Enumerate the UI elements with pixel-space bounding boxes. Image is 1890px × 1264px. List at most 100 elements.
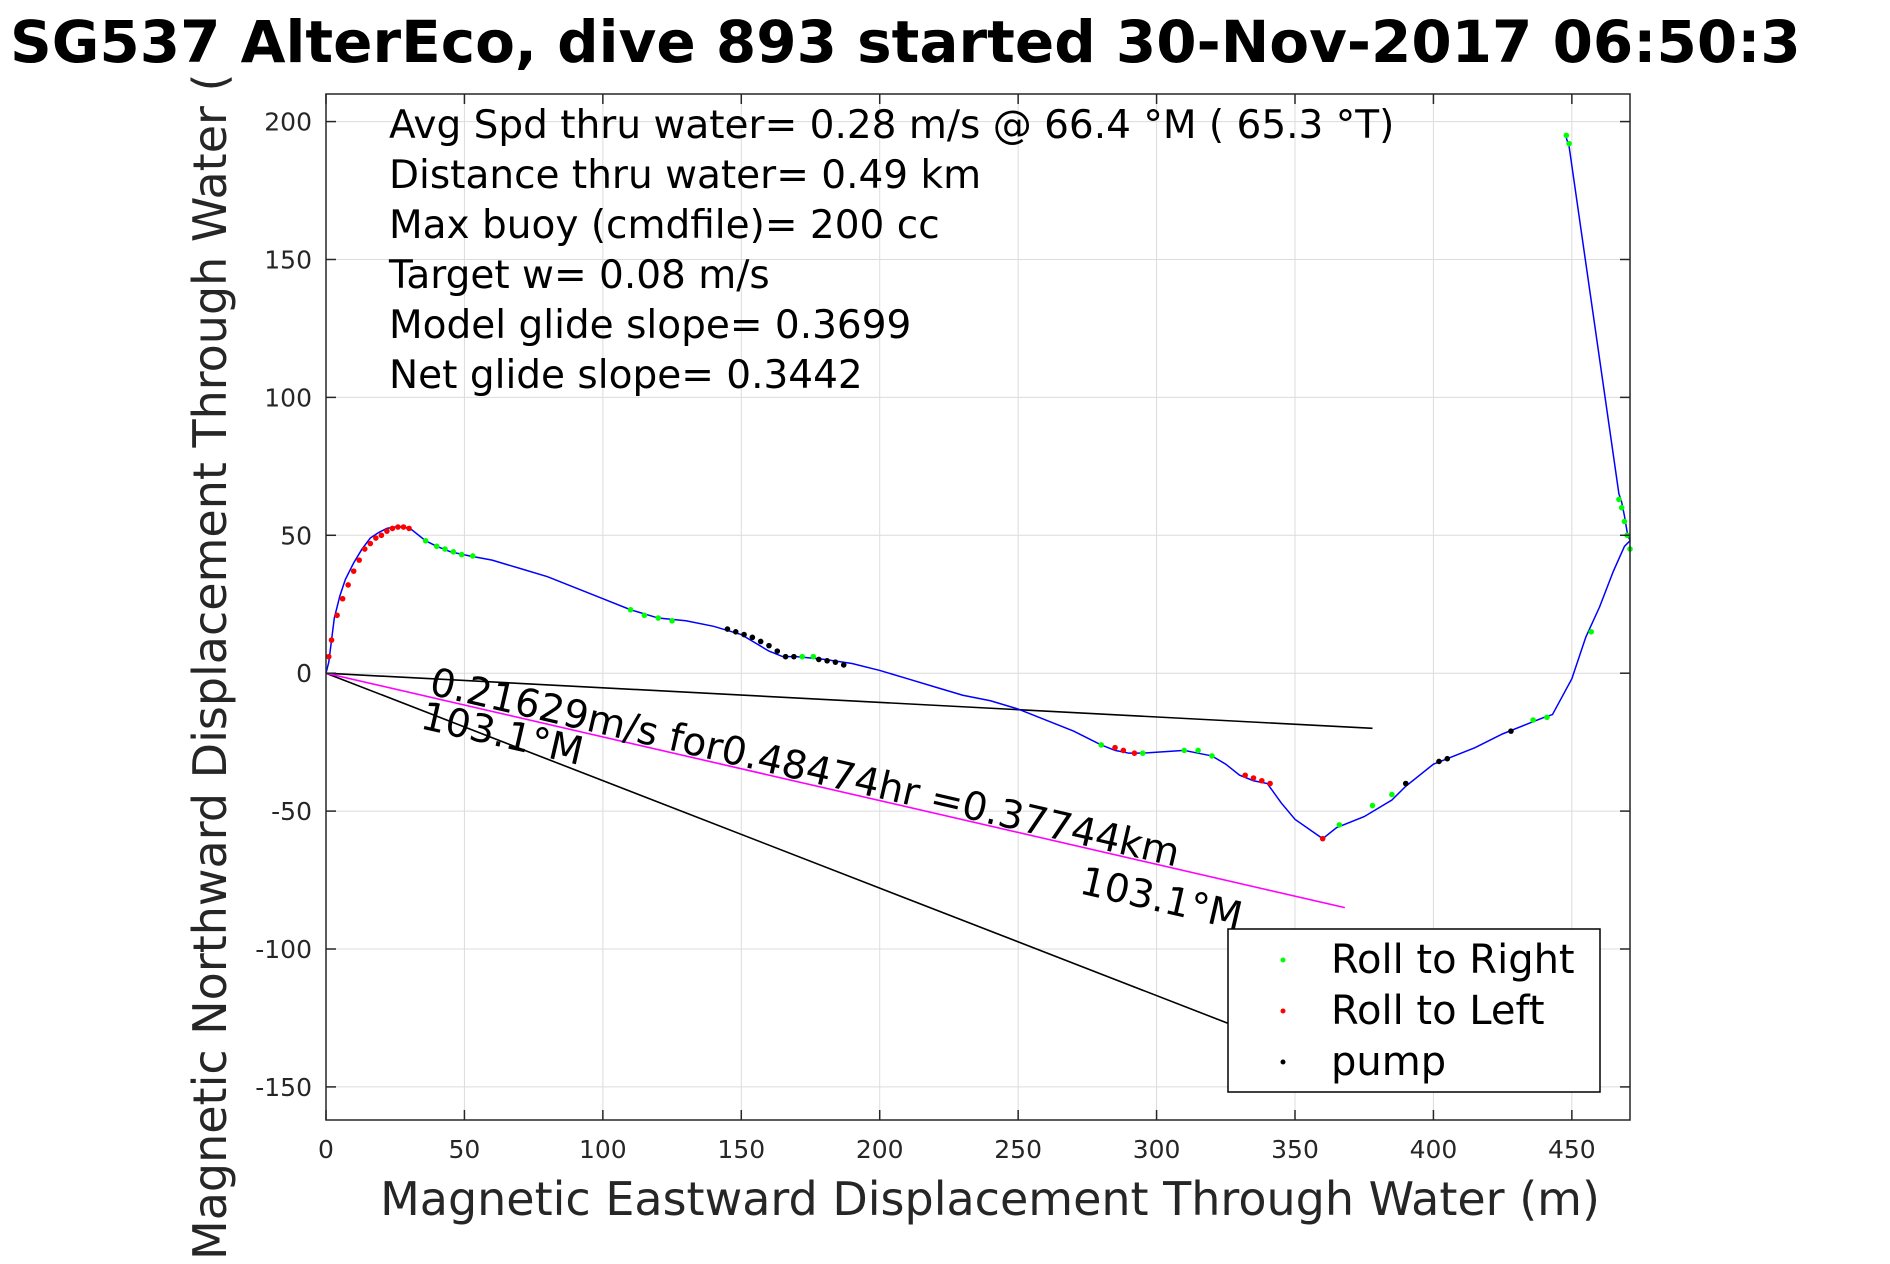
y-axis-ticks: -150 -100 -50 0 50 100 150 200 (255, 108, 1630, 1102)
info-line-net-glide: Net glide slope= 0.3442 (389, 353, 863, 398)
roll-right-point (1621, 518, 1628, 525)
roll-left-point (361, 546, 368, 552)
roll-left-point (334, 612, 340, 619)
roll-right-point (1566, 140, 1572, 147)
x-tick-label: 300 (1133, 1135, 1181, 1164)
roll-right-point (655, 615, 662, 621)
roll-right-point (422, 538, 429, 544)
roll-left-point (1112, 744, 1118, 751)
x-tick-label: 350 (1271, 1135, 1319, 1164)
pump-point (840, 662, 847, 668)
pump-point (816, 656, 822, 663)
pump-point (741, 631, 747, 638)
y-tick-label: 200 (264, 108, 312, 137)
pump-point (1444, 755, 1451, 762)
roll-right-point (1195, 747, 1201, 754)
x-tick-label: 0 (318, 1135, 334, 1164)
y-tick-label: -150 (255, 1073, 312, 1102)
roll-right-point (1389, 791, 1395, 798)
info-line-distance: Distance thru water= 0.49 km (389, 153, 981, 198)
roll-left-point (1267, 780, 1273, 787)
roll-right-point (1530, 717, 1536, 723)
roll-right-point (1098, 742, 1105, 748)
pump-point (757, 638, 764, 645)
roll-right-point (1563, 132, 1570, 139)
roll-left-point (389, 525, 396, 532)
info-text-block: Avg Spd thru water= 0.28 m/s @ 66.4 °M (… (388, 103, 1394, 398)
roll-right-point (1369, 802, 1376, 809)
roll-right-point (1588, 629, 1595, 635)
x-axis-label: Magnetic Eastward Displacement Through W… (380, 1172, 1600, 1226)
plot-frame (325, 93, 1631, 1121)
reference-line (325, 672, 1346, 909)
y-tick-label: 0 (296, 659, 312, 688)
roll-left-point (1242, 772, 1248, 779)
roll-left-point (400, 524, 407, 530)
y-axis-label: Magnetic Northward Displacement Through … (183, 74, 237, 1260)
chart-title: SG537 AlterEco, dive 893 started 30-Nov-… (10, 8, 1801, 76)
roll-left-point (356, 557, 363, 563)
legend-label-roll-right: Roll to Right (1331, 937, 1575, 983)
roll-left-point (406, 525, 412, 532)
reference-line (325, 672, 1343, 1069)
pump-point (832, 659, 839, 665)
roll-left-point (1319, 835, 1326, 842)
x-tick-label: 50 (449, 1135, 481, 1164)
x-tick-label: 150 (717, 1135, 765, 1164)
y-tick-label: 100 (264, 383, 312, 412)
info-line-max-buoy: Max buoy (cmdfile)= 200 cc (389, 203, 940, 248)
roll-right-point (669, 617, 675, 624)
roll-left-point (1131, 750, 1138, 756)
roll-left-point (395, 524, 401, 530)
x-tick-label: 450 (1548, 1135, 1596, 1164)
roll-right-point (1616, 496, 1622, 503)
roll-left-point (345, 582, 351, 588)
roll-left-point (1258, 777, 1265, 784)
y-tick-label: 150 (264, 245, 312, 274)
roll-left-point (1250, 775, 1257, 781)
info-line-model-glide: Model glide slope= 0.3699 (389, 303, 911, 348)
pump-point (766, 642, 772, 649)
pump-point (824, 657, 830, 664)
roll-right-point (1544, 714, 1550, 721)
y-tick-label: -50 (271, 797, 312, 826)
legend-box (1227, 928, 1601, 1093)
info-line-target-w: Target w= 0.08 m/s (388, 253, 770, 298)
roll-left-point (373, 535, 379, 541)
roll-right-point (458, 551, 465, 558)
pump-point (724, 626, 731, 632)
roll-right-point (442, 546, 448, 552)
roll-left-point (384, 528, 390, 534)
x-tick-label: 100 (579, 1135, 627, 1164)
x-tick-label: 250 (994, 1135, 1042, 1164)
roll-right-point (450, 549, 457, 555)
legend-label-pump: pump (1331, 1039, 1446, 1085)
roll-right-point (799, 653, 805, 660)
legend: Roll to Right Roll to Left pump (1227, 928, 1601, 1093)
pump-point (732, 629, 739, 635)
pump-point (774, 648, 781, 654)
legend-marker-roll-left (1280, 1008, 1286, 1014)
roll-right-point (433, 543, 440, 550)
roll-right-point (1139, 750, 1146, 756)
roll-left-point (367, 540, 374, 547)
roll-left-point (325, 653, 332, 660)
x-axis-ticks: 0 50 100 150 200 250 300 350 400 450 (318, 94, 1596, 1164)
roll-right-point (1209, 753, 1215, 759)
pump-point (1436, 758, 1442, 765)
info-line-avg-speed: Avg Spd thru water= 0.28 m/s @ 66.4 °M (… (389, 103, 1394, 148)
x-tick-label: 400 (1410, 1135, 1458, 1164)
roll-left-point (378, 532, 385, 539)
y-tick-label: 50 (280, 521, 312, 550)
roll-left-point (350, 568, 357, 574)
roll-right-point (1336, 822, 1343, 828)
legend-marker-roll-right (1280, 957, 1286, 963)
roll-left-point (328, 637, 335, 643)
y-tick-label: -100 (255, 935, 312, 964)
roll-right-point (627, 606, 634, 613)
pump-point (749, 634, 756, 641)
roll-left-point (1120, 747, 1127, 754)
x-tick-label: 200 (856, 1135, 904, 1164)
